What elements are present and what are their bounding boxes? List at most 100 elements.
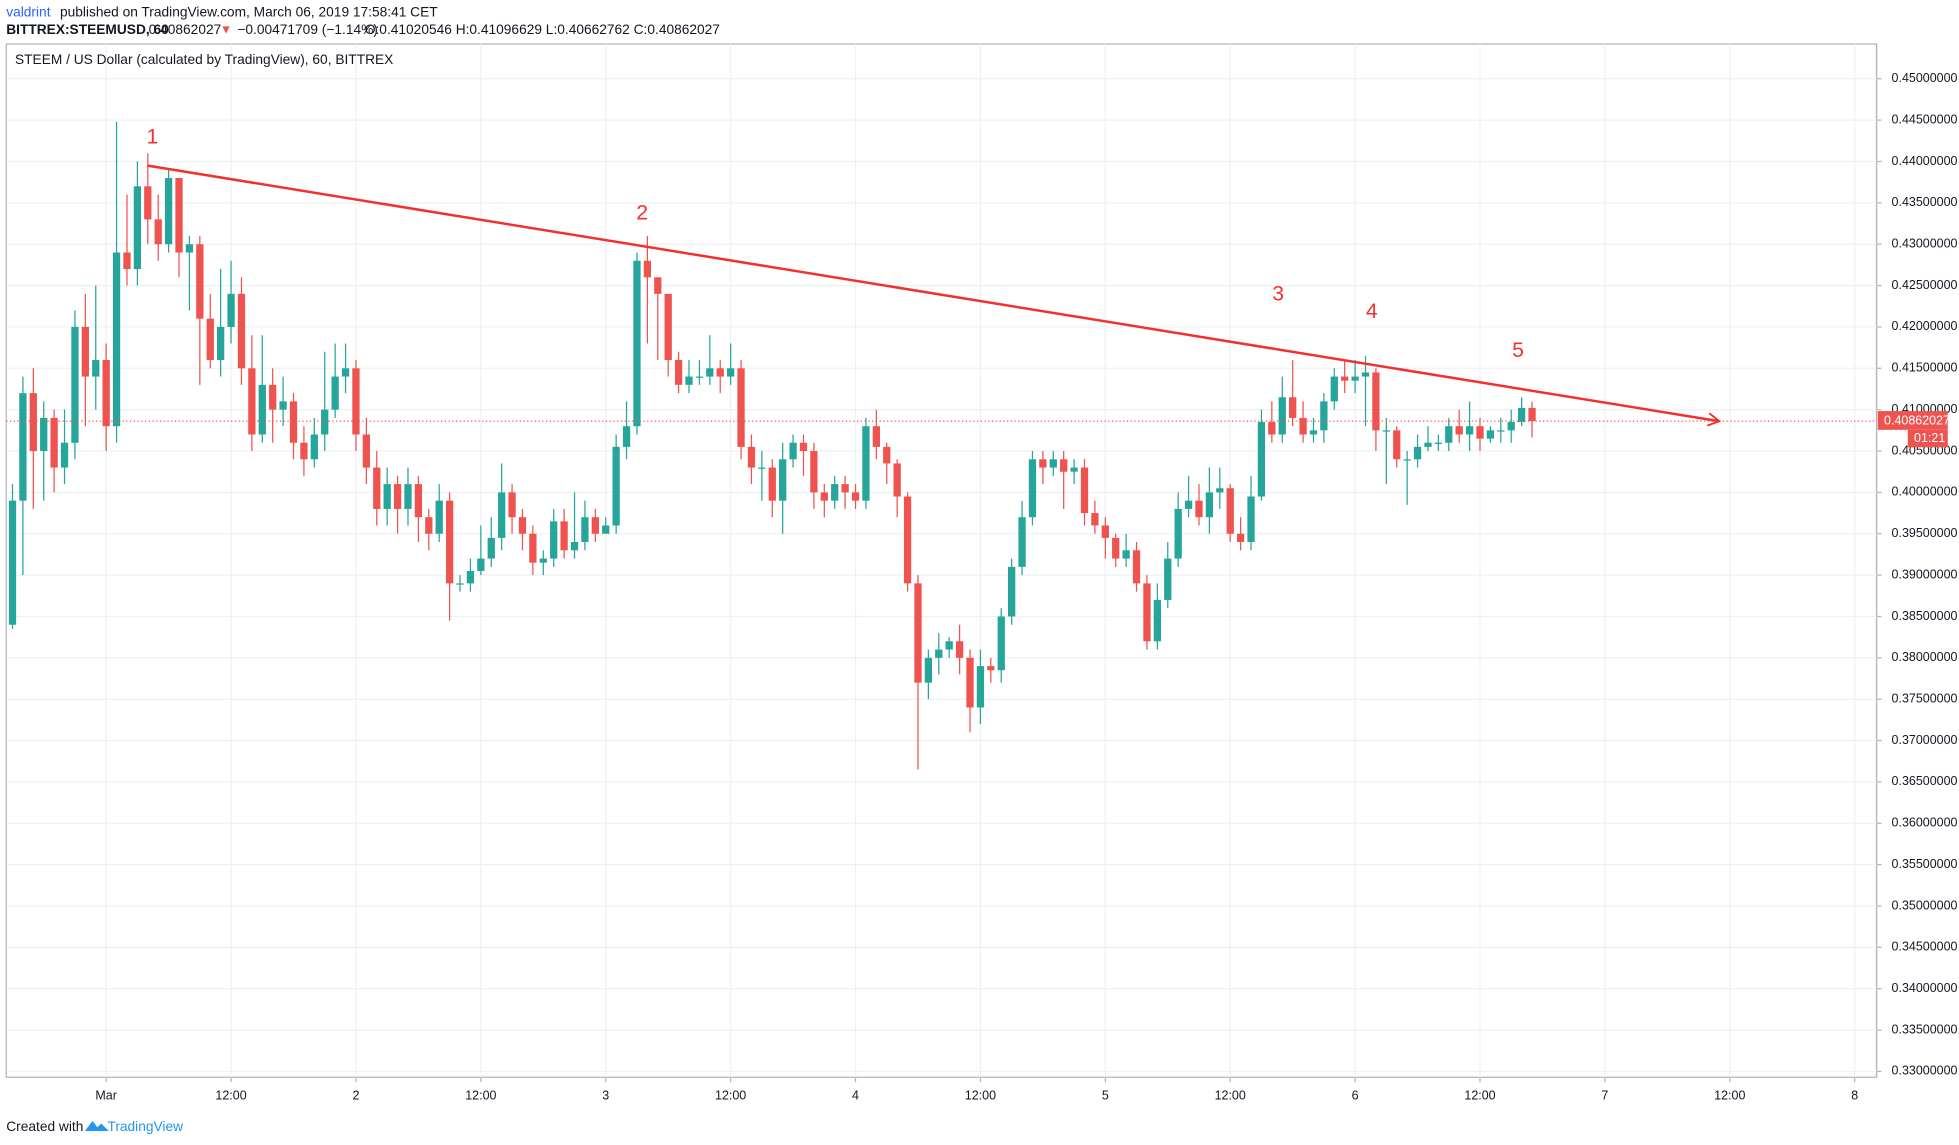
candle-body [1424,442,1432,447]
candle-body [747,446,756,468]
candle-body [383,484,391,509]
candle-body [1361,372,1370,377]
candle-body [1122,550,1130,559]
annotation: 3 [1272,283,1284,306]
candle-body [737,368,745,447]
y-tick-label: 0.44500000 [1892,112,1958,126]
x-tick-label: 12:00 [1714,1088,1745,1102]
candle-body [373,467,381,509]
candle-body [976,666,985,708]
published: published on TradingView.com, March 06, … [60,4,438,19]
candle-body [112,252,121,427]
annotation: 5 [1512,339,1524,362]
candle-body [945,641,953,650]
candle-body [1413,446,1422,460]
candle-body [914,583,922,683]
candle-body [935,649,943,658]
candle-body [539,558,547,563]
candle-body [289,401,298,443]
candle-body [633,260,641,427]
candle-body [144,186,152,220]
candle-body [1205,492,1214,518]
candle-body [591,517,599,534]
candle-body [1143,583,1151,642]
change: −0.00471709 (−1.14%) [237,22,378,37]
candle-body [1018,517,1026,567]
candle-body [1517,407,1526,423]
x-tick-label: 12:00 [1464,1088,1495,1102]
footer-brand[interactable]: TradingView [107,1119,183,1134]
candle-body [1226,488,1234,534]
candle-body [50,417,58,468]
x-tick-label: 12:00 [465,1088,496,1102]
y-tick-label: 0.39000000 [1892,567,1958,581]
candle-body [331,376,339,410]
candle-body [612,446,620,526]
footer-created: Created with [6,1119,83,1134]
candle-body [1445,426,1453,443]
candle-body [498,492,506,538]
candle-body [1372,372,1380,431]
y-tick-label: 0.43500000 [1892,195,1958,209]
candle-body [685,376,693,385]
candle-body [1476,426,1484,439]
candle-body [987,666,995,671]
candle-body [393,484,402,509]
candle-body [1112,537,1120,559]
candle-body [1195,500,1203,518]
x-tick-label: 12:00 [1215,1088,1246,1102]
candle-body [883,446,891,464]
candle-body [831,484,839,501]
x-tick-label: 12:00 [215,1088,246,1102]
candle-body [321,409,329,435]
candle-body [269,384,277,410]
candle-body [60,442,69,468]
x-tick-label: 3 [602,1088,609,1102]
y-tick-label: 0.44000000 [1892,154,1958,168]
candle-body [893,463,901,497]
candle-body [1216,488,1224,493]
candle-body [1434,442,1443,444]
y-tick-label: 0.42500000 [1892,278,1958,292]
candle-body [102,360,110,427]
candle-body [1351,376,1359,381]
candle-body [1080,467,1089,514]
y-tick-label: 0.42000000 [1892,319,1958,333]
candle-body [1028,459,1037,518]
candle-body [258,384,266,435]
candle-body [1309,430,1318,435]
chart-title: STEEM / US Dollar (calculated by Trading… [15,52,393,67]
candle-body [1184,500,1193,509]
y-tick-label: 0.36500000 [1892,774,1958,788]
candle-body [529,533,537,563]
ohlc: O:0.41020546 H:0.41096629 L:0.40662762 C… [365,22,720,37]
candle-body [1132,550,1141,584]
x-tick-label: 12:00 [715,1088,746,1102]
candle-body [1257,422,1266,497]
candle-body [758,467,766,469]
candle-body [799,442,808,452]
candle-body [487,537,495,559]
candle-body [622,426,631,447]
candle-body [1465,426,1474,435]
candle-body [185,244,194,253]
candle-body [310,434,318,460]
candle-body [997,616,1005,671]
candle-body [508,492,516,518]
y-tick-label: 0.37000000 [1892,733,1958,747]
candle-body [550,521,558,559]
plot-area [6,44,1877,1078]
candle-body [1236,533,1245,543]
x-tick-label: 12:00 [965,1088,996,1102]
candle-body [154,219,162,245]
x-tick-label: 7 [1601,1088,1608,1102]
candle-body [425,517,433,534]
y-tick-label: 0.38500000 [1892,609,1958,623]
annotation: 1 [147,125,159,148]
candle-body [716,368,724,377]
candle-body [341,368,350,377]
candle-body [175,178,183,253]
candle-body [414,484,423,518]
candle-body [643,260,652,278]
